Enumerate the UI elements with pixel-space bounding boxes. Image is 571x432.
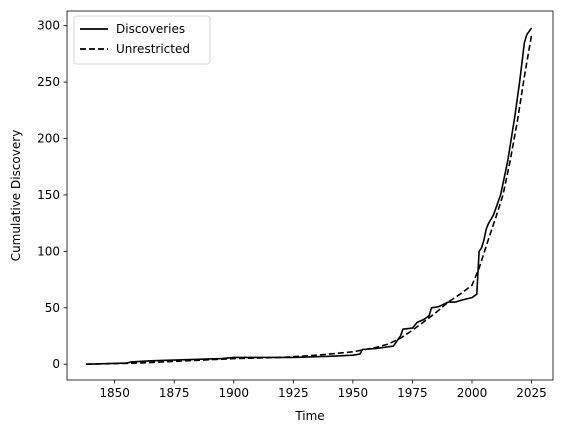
y-tick-label: 150 xyxy=(37,188,60,202)
y-axis-ticks: 0 50 100 150 200 250 300 xyxy=(37,19,67,371)
legend-label-discoveries: Discoveries xyxy=(116,22,185,36)
x-tick-label: 1925 xyxy=(278,386,309,400)
x-tick-label: 2025 xyxy=(516,386,547,400)
y-tick-label: 0 xyxy=(52,357,60,371)
x-tick-label: 1875 xyxy=(159,386,190,400)
x-tick-label: 1975 xyxy=(397,386,428,400)
x-axis-label: Time xyxy=(294,409,324,423)
legend-box xyxy=(73,15,211,65)
legend-label-unrestricted: Unrestricted xyxy=(116,42,190,56)
series-layer xyxy=(86,27,533,365)
plot-frame xyxy=(66,10,554,381)
legend: Discoveries Unrestricted xyxy=(73,15,211,65)
y-tick-label: 300 xyxy=(37,19,60,33)
y-axis-label: Cumulative Discovery xyxy=(9,130,23,262)
y-tick-label: 100 xyxy=(37,244,60,258)
x-tick-label: 1950 xyxy=(338,386,369,400)
y-tick-label: 250 xyxy=(37,75,60,89)
y-tick-label: 50 xyxy=(45,301,60,315)
x-tick-label: 1850 xyxy=(99,386,130,400)
series-line-discoveries xyxy=(86,27,533,365)
x-axis-ticks: 1850 1875 1900 1925 1950 1975 2000 2025 xyxy=(99,380,547,400)
y-tick-label: 200 xyxy=(37,132,60,146)
series-line-unrestricted xyxy=(86,34,533,365)
x-tick-label: 2000 xyxy=(457,386,488,400)
x-tick-label: 1900 xyxy=(218,386,249,400)
